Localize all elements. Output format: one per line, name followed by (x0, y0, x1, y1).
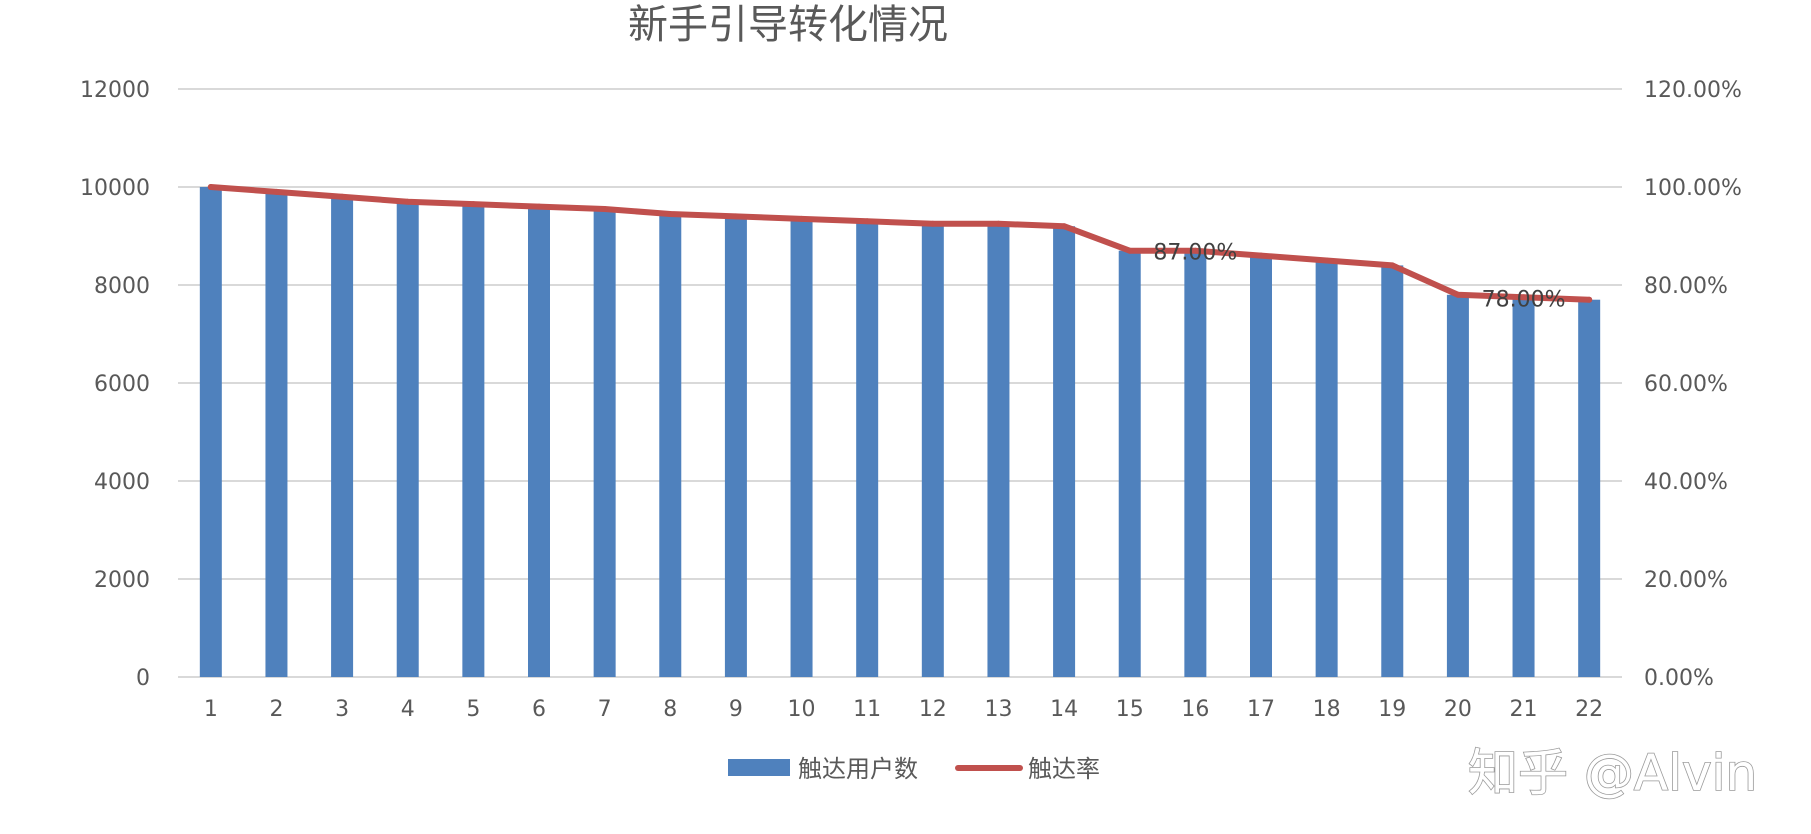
y-axis-left: 0 2000 4000 6000 8000 10000 12000 (80, 78, 150, 691)
data-labels: 87.00% 78.00% (1153, 241, 1565, 313)
x-tick-label: 8 (663, 697, 677, 722)
x-tick-label: 11 (853, 697, 881, 722)
line-point (864, 218, 871, 225)
legend-label-line: 触达率 (1028, 755, 1100, 783)
bar (199, 187, 222, 677)
legend-swatch-bar (728, 759, 790, 776)
bar (790, 218, 813, 677)
x-tick-label: 16 (1181, 697, 1209, 722)
bar (1184, 250, 1207, 677)
x-tick-label: 14 (1050, 697, 1078, 722)
y-left-tick-label: 0 (136, 666, 150, 691)
y-axis-right: 0.00% 20.00% 40.00% 60.00% 80.00% 100.00% 120.… (1644, 78, 1742, 691)
data-label: 78.00% (1482, 287, 1566, 312)
line-point (1061, 223, 1068, 230)
x-tick-label: 1 (204, 697, 218, 722)
gridlines (178, 88, 1622, 678)
bar-series (199, 187, 1601, 678)
bar (1381, 265, 1404, 677)
bar (265, 191, 288, 677)
x-tick-label: 9 (729, 697, 743, 722)
y-right-tick-label: 0.00% (1644, 666, 1714, 691)
bar (1446, 294, 1469, 677)
line-series (207, 184, 1593, 303)
y-right-tick-label: 80.00% (1644, 274, 1728, 299)
watermark: 知乎 @Alvin (1468, 744, 1757, 802)
line-point (1192, 247, 1199, 254)
line-point (1323, 257, 1330, 264)
line-point (667, 210, 674, 217)
line-point (732, 213, 739, 220)
x-tick-label: 12 (919, 697, 947, 722)
x-tick-label: 2 (269, 697, 283, 722)
y-left-tick-label: 6000 (94, 372, 150, 397)
line-point (798, 215, 805, 222)
x-tick-label: 21 (1510, 697, 1538, 722)
y-right-tick-label: 20.00% (1644, 568, 1728, 593)
x-axis: 1 2 3 4 5 6 7 8 9 10 11 12 13 14 15 16 17 18 19 20 21 22 (204, 697, 1603, 722)
x-tick-label: 3 (335, 697, 349, 722)
bar (1250, 255, 1272, 677)
bar (462, 204, 485, 677)
y-right-tick-label: 120.00% (1644, 78, 1742, 103)
legend-label-bar: 触达用户数 (798, 755, 918, 783)
y-left-tick-label: 12000 (80, 78, 150, 103)
line-point (207, 184, 214, 190)
line-point (1454, 291, 1461, 298)
bar (659, 213, 682, 677)
y-right-tick-label: 60.00% (1644, 372, 1728, 397)
data-label: 87.00% (1153, 241, 1237, 266)
line-point (995, 220, 1002, 227)
line-point (339, 193, 346, 200)
x-tick-label: 17 (1247, 697, 1275, 722)
line-point (1258, 252, 1264, 259)
x-tick-label: 22 (1575, 697, 1603, 722)
line-point (1126, 247, 1133, 254)
y-left-tick-label: 2000 (94, 568, 150, 593)
line-point (1586, 296, 1593, 303)
line-point (536, 203, 542, 210)
x-tick-label: 5 (466, 697, 480, 722)
bar (1578, 299, 1601, 677)
legend: 触达用户数 触达率 (728, 755, 1100, 783)
y-right-tick-label: 100.00% (1644, 176, 1742, 201)
bar (1118, 250, 1141, 677)
y-left-tick-label: 8000 (94, 274, 150, 299)
x-tick-label: 20 (1444, 697, 1472, 722)
x-tick-label: 18 (1313, 697, 1341, 722)
x-tick-label: 7 (598, 697, 612, 722)
x-tick-label: 13 (984, 697, 1012, 722)
x-tick-label: 10 (788, 697, 816, 722)
bar (1053, 226, 1076, 677)
bar (396, 201, 419, 677)
x-tick-label: 6 (532, 697, 546, 722)
chart-title: 新手引导转化情况 (628, 2, 948, 48)
bar (331, 196, 354, 678)
line-point (273, 188, 280, 195)
x-tick-label: 19 (1378, 697, 1406, 722)
bar (856, 221, 879, 678)
x-tick-label: 15 (1116, 697, 1144, 722)
line-point (929, 220, 936, 227)
line-point (1520, 294, 1527, 301)
x-tick-label: 4 (401, 697, 415, 722)
bar (921, 223, 944, 677)
bar (724, 216, 747, 677)
bar (1315, 260, 1338, 677)
bar (528, 206, 550, 677)
y-left-tick-label: 10000 (80, 176, 150, 201)
y-left-tick-label: 4000 (94, 470, 150, 495)
y-right-tick-label: 40.00% (1644, 470, 1728, 495)
bar (1512, 297, 1535, 677)
line-point (404, 198, 411, 205)
line-point (601, 206, 608, 213)
rate-line (207, 184, 1593, 303)
line-point (470, 201, 477, 208)
line-point (1389, 262, 1396, 269)
bar (987, 223, 1010, 677)
bar (593, 209, 616, 678)
